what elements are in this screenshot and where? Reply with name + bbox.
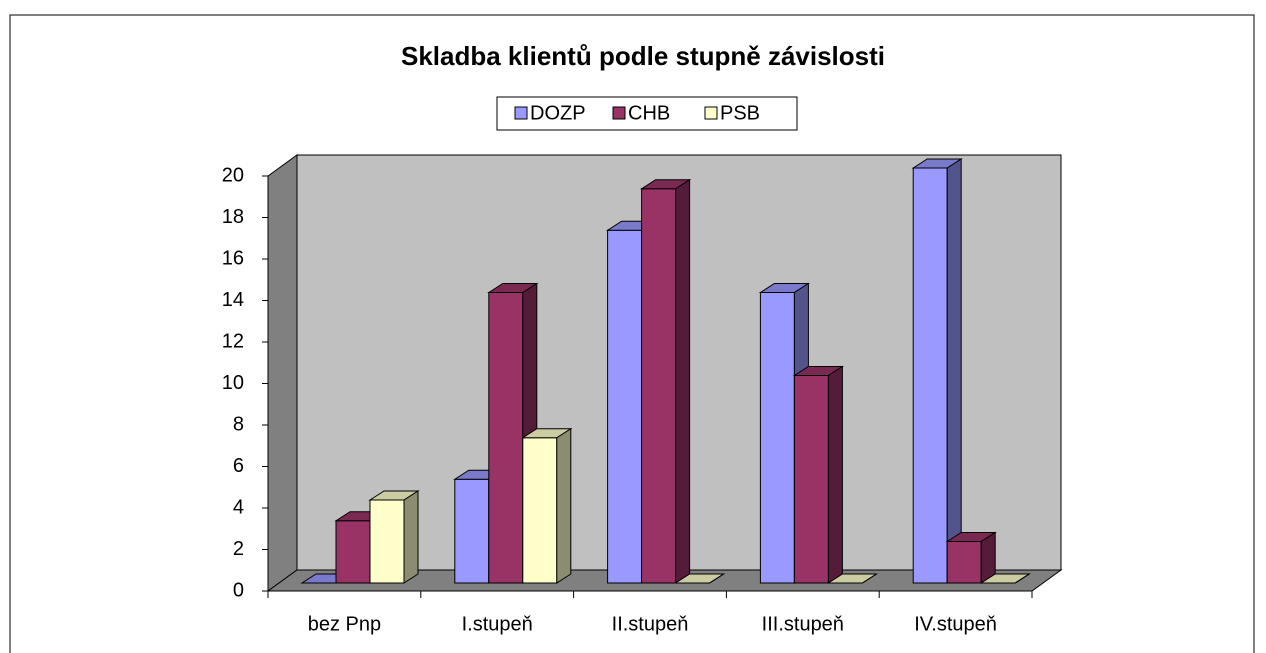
legend-label: PSB xyxy=(720,102,760,124)
bar xyxy=(673,573,726,584)
bar-front xyxy=(793,375,829,584)
y-tick-label: 20 xyxy=(222,164,244,186)
y-tick-label: 6 xyxy=(233,455,244,477)
bar-side xyxy=(556,427,572,584)
y-tick-label: 18 xyxy=(222,206,244,228)
bar-side xyxy=(946,158,962,584)
bar-side xyxy=(827,365,843,584)
y-tick-label: 2 xyxy=(233,538,244,560)
y-tick-label: 10 xyxy=(222,372,244,394)
bar-front xyxy=(912,167,948,584)
bar xyxy=(521,427,573,584)
bar-front xyxy=(641,188,677,584)
legend-swatch xyxy=(514,106,528,120)
x-tick-label: IV.stupeň xyxy=(914,613,997,635)
bar-front xyxy=(759,292,795,584)
y-tick-label: 0 xyxy=(233,579,244,601)
x-tick-label: I.stupeň xyxy=(462,613,533,635)
bar-side xyxy=(862,573,877,584)
chart-border xyxy=(9,14,1255,653)
bar xyxy=(979,573,1031,584)
bar xyxy=(826,573,879,584)
bar xyxy=(792,365,845,584)
bar xyxy=(639,178,692,584)
bar-front xyxy=(335,520,371,584)
bar-front xyxy=(488,292,524,584)
left-wall xyxy=(267,154,298,592)
bar-side xyxy=(675,178,691,584)
legend-swatch xyxy=(704,106,718,120)
bar-front xyxy=(369,499,405,584)
bar-side xyxy=(1014,573,1030,584)
legend-swatch xyxy=(612,106,626,120)
bar-front xyxy=(607,229,643,584)
y-tick-label: 8 xyxy=(233,413,244,435)
legend-box xyxy=(496,96,798,131)
y-tick-label: 4 xyxy=(233,496,244,518)
bar xyxy=(945,531,997,584)
bar-front xyxy=(522,437,558,584)
bar-front xyxy=(946,541,982,584)
x-tick-label: bez Pnp xyxy=(308,613,381,635)
bar xyxy=(911,158,963,584)
x-tick-label: II.stupeň xyxy=(612,613,689,635)
legend-label: CHB xyxy=(628,102,670,124)
y-tick-label: 12 xyxy=(222,330,244,352)
y-tick-label: 16 xyxy=(222,247,244,269)
bar-front xyxy=(454,478,490,584)
bar-side xyxy=(709,573,724,584)
x-tick-label: III.stupeň xyxy=(762,613,844,635)
legend-label: DOZP xyxy=(530,102,586,124)
bar-side xyxy=(403,490,419,584)
y-tick-label: 14 xyxy=(222,289,244,311)
bar xyxy=(368,490,420,584)
chart-title: Skladba klientů podle stupně závislosti xyxy=(401,41,885,71)
